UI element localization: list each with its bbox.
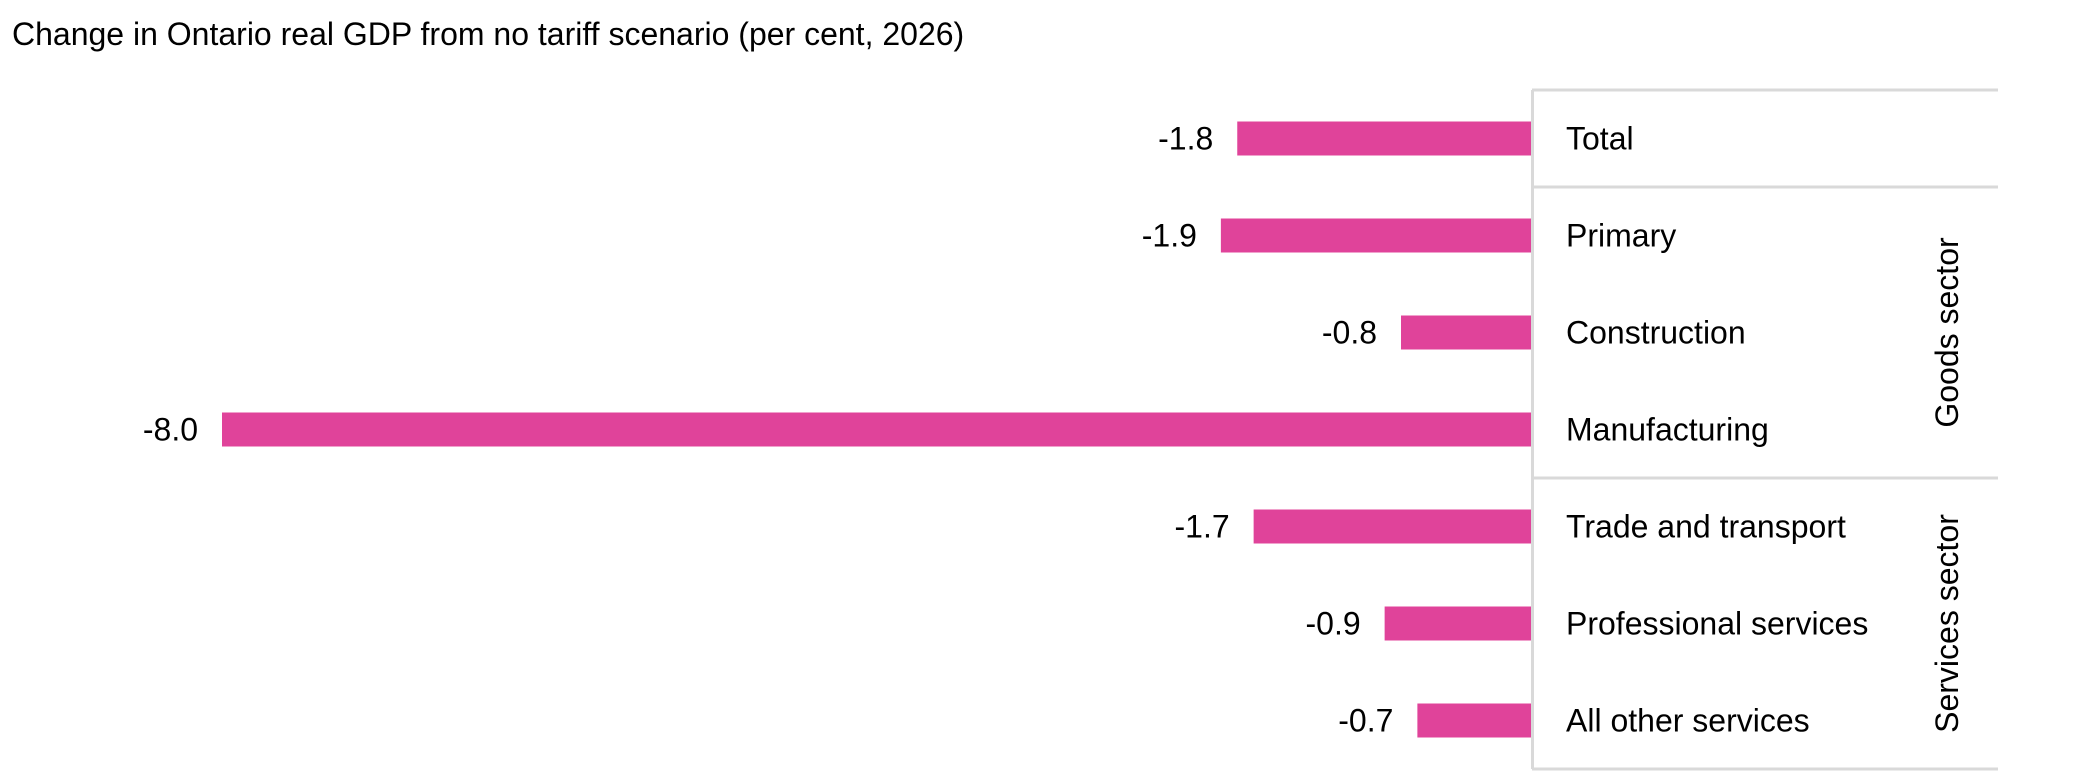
data-label: -0.8 — [1322, 315, 1377, 351]
category-label: All other services — [1566, 703, 1810, 739]
bar — [1417, 703, 1532, 738]
category-label: Manufacturing — [1566, 412, 1769, 448]
group-label: Goods sector — [1929, 237, 1965, 428]
category-label: Professional services — [1566, 606, 1868, 642]
category-label: Trade and transport — [1566, 509, 1846, 545]
data-label: -0.9 — [1305, 606, 1360, 642]
data-label: -1.8 — [1158, 121, 1213, 157]
bar — [1237, 121, 1532, 156]
data-label: -0.7 — [1338, 703, 1393, 739]
category-label: Primary — [1566, 218, 1676, 254]
chart-title: Change in Ontario real GDP from no tarif… — [12, 16, 965, 52]
category-label: Construction — [1566, 315, 1746, 351]
data-label: -8.0 — [143, 412, 198, 448]
bar — [222, 412, 1532, 447]
bar — [1401, 315, 1532, 350]
bar — [1253, 509, 1532, 544]
data-label: -1.9 — [1142, 218, 1197, 254]
group-label: Services sector — [1929, 514, 1965, 733]
data-label: -1.7 — [1174, 509, 1229, 545]
bar — [1220, 218, 1532, 253]
bar — [1384, 606, 1532, 641]
category-label: Total — [1566, 121, 1634, 157]
